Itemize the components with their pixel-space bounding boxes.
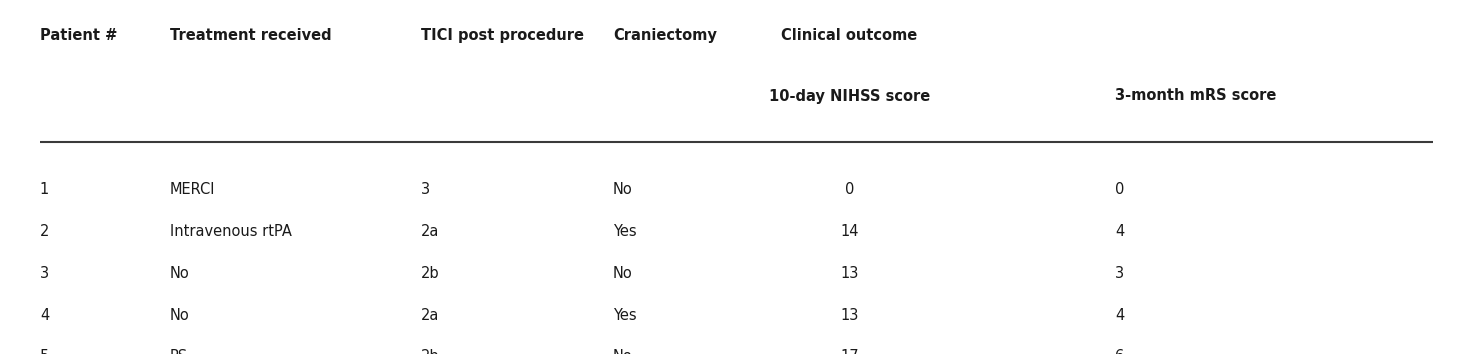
Text: 1: 1 xyxy=(40,182,49,197)
Text: Clinical outcome: Clinical outcome xyxy=(781,28,917,43)
Text: 2b: 2b xyxy=(421,349,440,354)
Text: 2b: 2b xyxy=(421,266,440,281)
Text: 2: 2 xyxy=(40,224,49,239)
Text: 14: 14 xyxy=(840,224,858,239)
Text: 0: 0 xyxy=(845,182,854,197)
Text: 10-day NIHSS score: 10-day NIHSS score xyxy=(768,88,931,103)
Text: No: No xyxy=(170,266,189,281)
Text: PS: PS xyxy=(170,349,188,354)
Text: 3: 3 xyxy=(40,266,49,281)
Text: No: No xyxy=(613,266,632,281)
Text: 4: 4 xyxy=(1115,224,1124,239)
Text: TICI post procedure: TICI post procedure xyxy=(421,28,583,43)
Text: 3: 3 xyxy=(1115,266,1124,281)
Text: 17: 17 xyxy=(840,349,858,354)
Text: No: No xyxy=(613,349,632,354)
Text: 3: 3 xyxy=(421,182,430,197)
Text: Patient #: Patient # xyxy=(40,28,117,43)
Text: 13: 13 xyxy=(840,308,858,322)
Text: 2a: 2a xyxy=(421,308,439,322)
Text: Yes: Yes xyxy=(613,308,637,322)
Text: 4: 4 xyxy=(40,308,49,322)
Text: Yes: Yes xyxy=(613,224,637,239)
Text: Craniectomy: Craniectomy xyxy=(613,28,716,43)
Text: 0: 0 xyxy=(1115,182,1124,197)
Text: Treatment received: Treatment received xyxy=(170,28,331,43)
Text: 5: 5 xyxy=(40,349,49,354)
Text: MERCI: MERCI xyxy=(170,182,216,197)
Text: 4: 4 xyxy=(1115,308,1124,322)
Text: 2a: 2a xyxy=(421,224,439,239)
Text: Intravenous rtPA: Intravenous rtPA xyxy=(170,224,292,239)
Text: 6: 6 xyxy=(1115,349,1124,354)
Text: 3-month mRS score: 3-month mRS score xyxy=(1115,88,1276,103)
Text: No: No xyxy=(170,308,189,322)
Text: 13: 13 xyxy=(840,266,858,281)
Text: No: No xyxy=(613,182,632,197)
